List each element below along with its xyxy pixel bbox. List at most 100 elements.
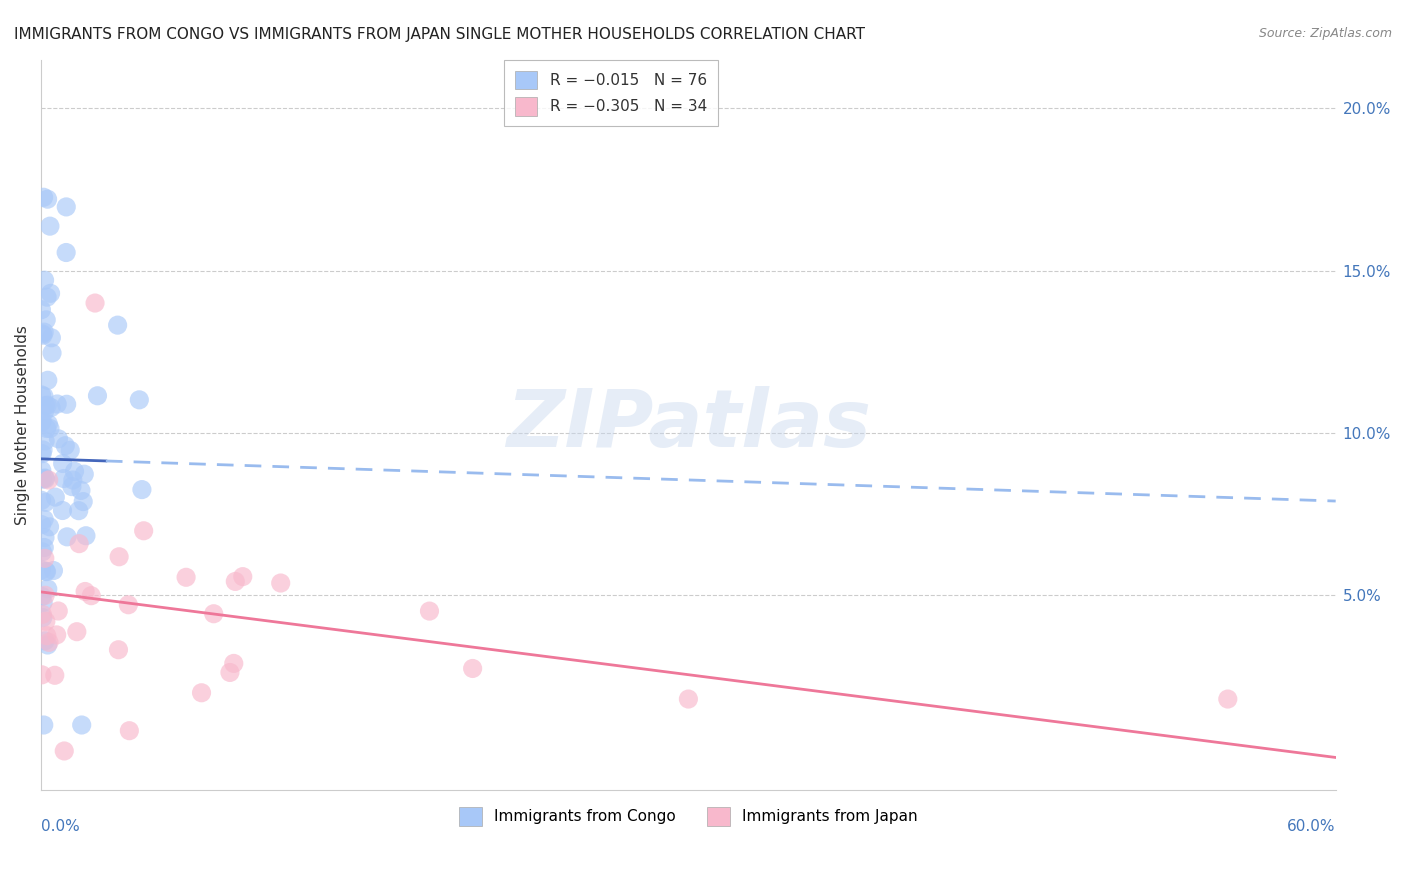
Point [55,397,77,411]
Text: ZIPatlas: ZIPatlas [506,385,870,464]
Point [55,245,77,260]
Point [34,471,56,485]
Point [73,467,96,482]
Point [39,401,62,415]
Point [38,520,60,534]
Point [67,504,90,518]
Legend: R = −​0.015   N = 76, R = −​0.305   N = 34: R = −​0.015 N = 76, R = −​0.305 N = 34 [503,60,717,127]
Point [45,628,67,642]
Point [31,463,53,477]
Point [42,564,65,578]
Point [30,302,52,317]
Point [31,493,53,508]
Point [66,624,89,639]
Text: 0.0%: 0.0% [41,819,80,834]
Point [37,638,59,652]
Point [37,373,59,387]
Point [59,443,82,458]
Point [55,200,77,214]
Point [131,483,153,497]
Point [37,417,59,431]
Point [32,718,55,732]
Point [48,432,70,446]
Point [38,635,60,649]
Point [270,576,292,591]
Point [32,442,55,457]
Point [34,434,56,448]
Point [31,447,53,461]
Point [39,421,62,435]
Point [35,564,58,578]
Point [70,718,93,732]
Point [1216,692,1239,706]
Point [32,512,55,526]
Point [222,657,245,671]
Text: 60.0%: 60.0% [1286,819,1336,834]
Point [34,273,56,287]
Point [31,607,53,622]
Point [108,549,131,564]
Point [75,584,97,599]
Point [34,531,56,545]
Point [53,439,76,453]
Point [84,296,107,310]
Point [39,286,62,301]
Point [34,405,56,419]
Point [34,495,56,509]
Point [30,416,52,430]
Point [39,219,62,234]
Point [107,642,129,657]
Point [128,392,150,407]
Point [32,541,55,555]
Point [41,331,63,345]
Point [52,457,75,471]
Point [132,524,155,538]
Point [62,473,84,487]
Point [461,661,484,675]
Point [31,414,53,428]
Point [31,590,53,604]
Point [219,665,242,680]
Point [678,692,700,706]
Point [418,604,440,618]
Point [44,490,66,504]
Point [34,472,56,486]
Point [31,610,53,624]
Point [34,399,56,413]
Point [70,483,93,498]
Point [37,398,59,412]
Point [41,346,63,360]
Point [118,723,141,738]
Point [35,290,58,304]
Point [107,318,129,333]
Point [63,464,86,478]
Text: IMMIGRANTS FROM CONGO VS IMMIGRANTS FROM JAPAN SINGLE MOTHER HOUSEHOLDS CORRELAT: IMMIGRANTS FROM CONGO VS IMMIGRANTS FROM… [14,27,865,42]
Point [190,686,212,700]
Point [34,588,56,602]
Point [67,536,90,550]
Point [35,629,58,643]
Point [72,494,94,508]
Point [56,530,79,544]
Point [52,471,75,485]
Point [232,569,254,583]
Point [46,604,69,618]
Point [44,668,66,682]
Point [30,563,52,577]
Point [53,744,76,758]
Point [32,328,55,343]
Point [37,582,59,596]
Y-axis label: Single Mother Households: Single Mother Households [15,325,30,524]
Point [32,595,55,609]
Point [174,570,197,584]
Point [34,551,56,566]
Point [224,574,246,589]
Point [46,397,69,411]
Point [31,668,53,682]
Point [35,565,58,579]
Point [51,503,73,517]
Point [37,192,59,206]
Point [38,473,60,487]
Point [35,421,58,435]
Point [31,388,53,402]
